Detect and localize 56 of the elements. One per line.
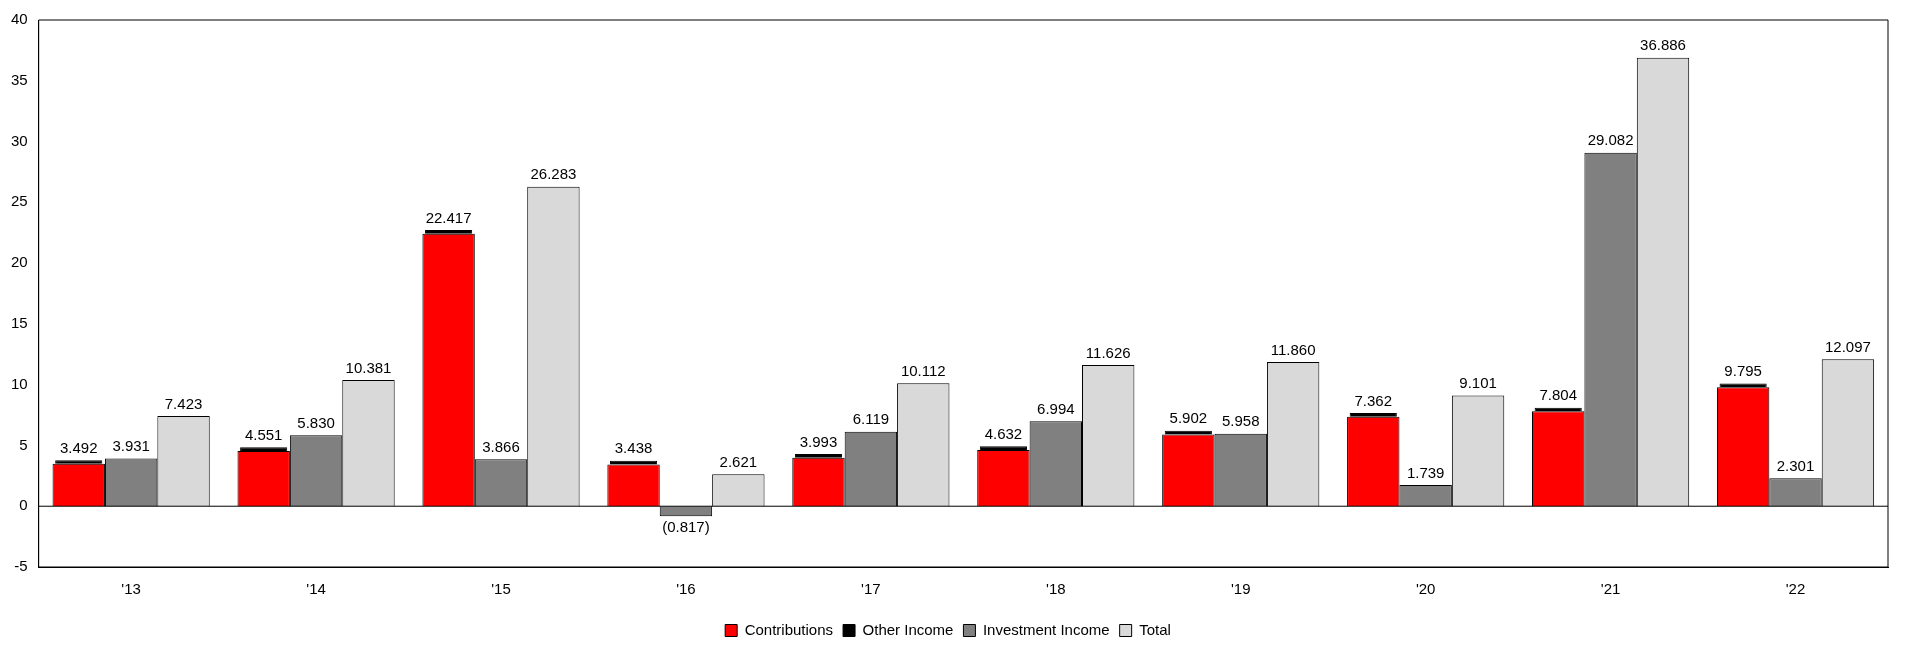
x-tick-label: '21 xyxy=(1600,580,1621,598)
y-tick-label: 35 xyxy=(11,70,28,88)
data-label: 36.886 xyxy=(1640,36,1686,54)
legend-label: Other Income xyxy=(862,620,954,638)
y-tick-label: 5 xyxy=(19,435,28,453)
x-tick-label: '14 xyxy=(306,580,326,598)
data-label: 5.830 xyxy=(297,414,335,431)
x-tick-label: '13 xyxy=(121,580,141,598)
data-label: 7.362 xyxy=(1354,391,1393,409)
x-tick-label: '15 xyxy=(491,580,511,598)
data-label: 9.795 xyxy=(1724,362,1762,380)
data-label: 5.902 xyxy=(1169,409,1208,427)
legend-label: Contributions xyxy=(744,620,834,638)
x-tick-label: '17 xyxy=(861,580,881,598)
y-tick-label: 15 xyxy=(11,314,28,332)
data-label: 10.112 xyxy=(900,361,946,379)
data-label: 7.423 xyxy=(164,394,203,412)
x-tick-label: '16 xyxy=(676,580,696,598)
y-tick-label: 20 xyxy=(11,253,28,271)
y-tick-label: 30 xyxy=(11,131,28,149)
data-label: 4.632 xyxy=(984,424,1023,442)
bar xyxy=(979,446,1027,450)
data-label: 9.101 xyxy=(1459,374,1497,392)
x-tick-label: '18 xyxy=(1046,580,1066,598)
data-label: 10.381 xyxy=(345,358,392,376)
data-label: 6.119 xyxy=(852,410,890,428)
data-label: 1.739 xyxy=(1406,463,1445,481)
y-tick-label: 0 xyxy=(19,496,28,514)
data-label: 3.993 xyxy=(799,432,838,450)
legend-label: Total xyxy=(1139,620,1171,638)
data-label: 11.860 xyxy=(1270,340,1316,358)
data-label: 22.417 xyxy=(425,208,472,226)
x-tick-label: '19 xyxy=(1230,580,1251,598)
data-label: 3.492 xyxy=(59,438,98,456)
data-label: 26.283 xyxy=(530,165,577,183)
bar xyxy=(240,447,288,451)
y-tick-label: 40 xyxy=(11,10,28,28)
data-label: 3.438 xyxy=(614,439,653,457)
data-label: 7.804 xyxy=(1539,386,1577,404)
data-label: 29.082 xyxy=(1587,131,1634,149)
legend-label: Investment Income xyxy=(982,620,1110,638)
data-label: 6.994 xyxy=(1037,399,1075,417)
data-label: 4.551 xyxy=(244,425,283,443)
x-tick-label: '20 xyxy=(1415,580,1436,598)
data-label: 11.626 xyxy=(1085,343,1131,361)
data-label: 2.301 xyxy=(1776,456,1815,474)
data-label: 2.621 xyxy=(719,453,758,470)
data-label: 5.958 xyxy=(1221,412,1260,430)
data-label: 3.866 xyxy=(482,437,520,455)
data-label: 3.931 xyxy=(112,437,150,455)
y-tick-label: 10 xyxy=(11,374,28,392)
data-label: 12.097 xyxy=(1824,337,1871,355)
data-label: (0.817) xyxy=(662,517,710,535)
y-tick-label: -5 xyxy=(14,557,28,575)
y-tick-label: 25 xyxy=(11,192,28,210)
x-tick-label: '22 xyxy=(1785,580,1806,598)
